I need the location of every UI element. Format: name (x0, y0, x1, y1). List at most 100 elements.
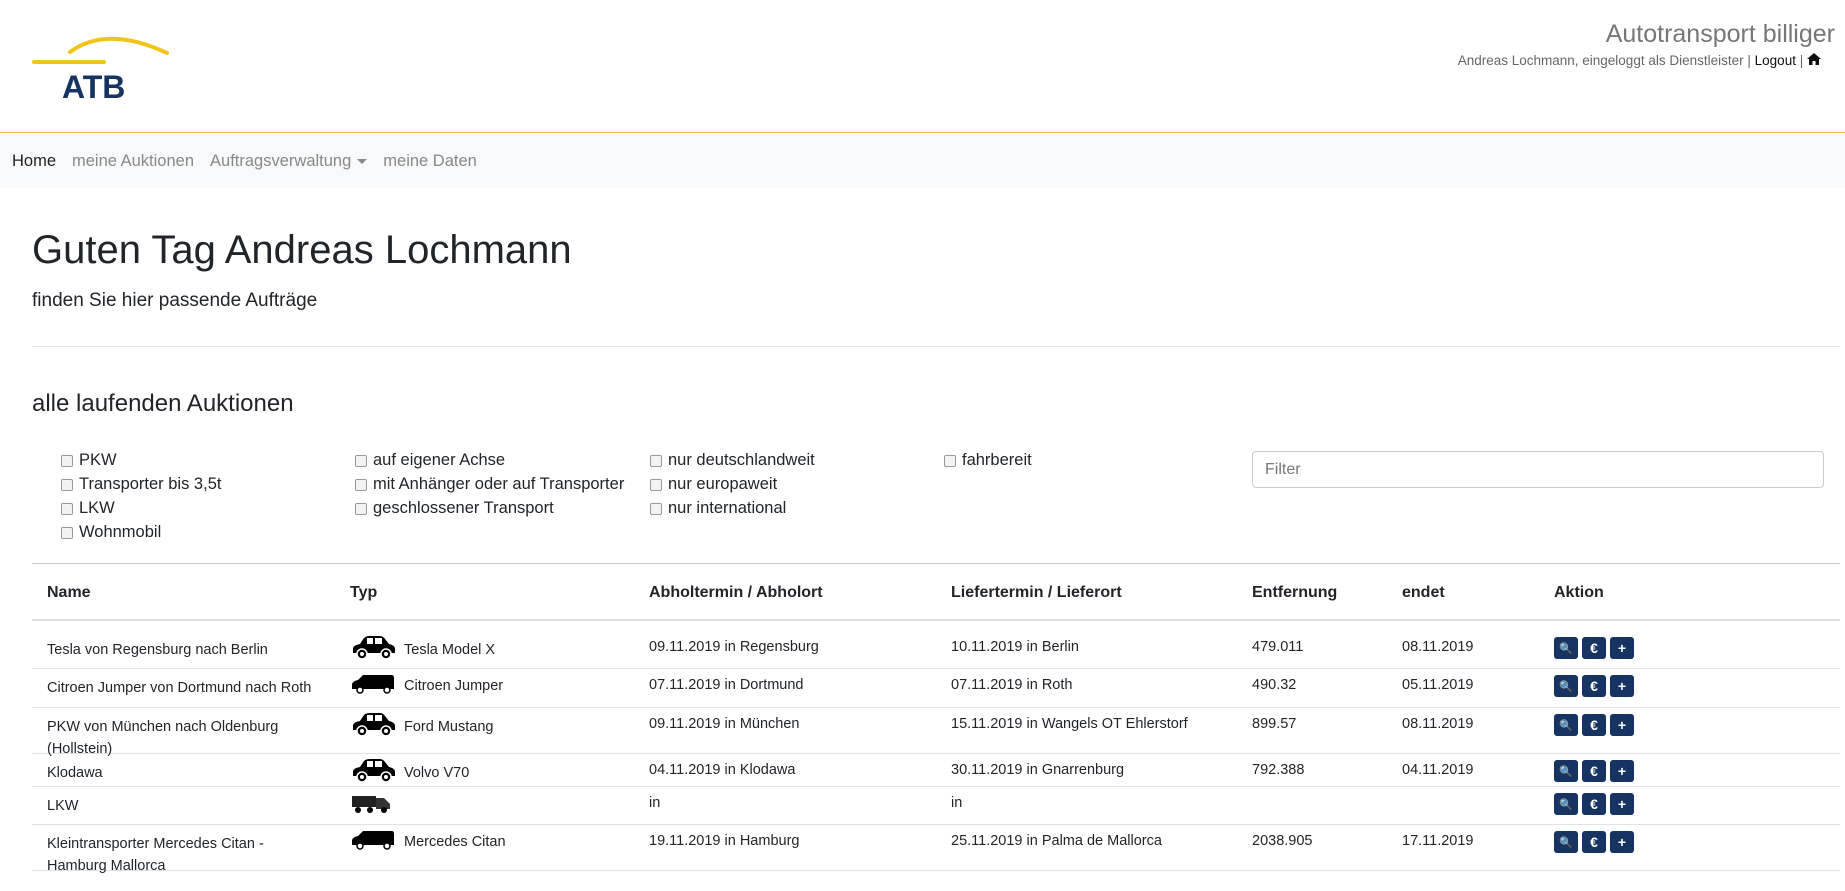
checkbox[interactable] (944, 454, 956, 467)
plus-button[interactable]: + (1610, 760, 1634, 782)
checkbox[interactable] (650, 454, 662, 467)
actions: 🔍 € + (1554, 793, 1634, 815)
checkbox[interactable] (355, 478, 367, 491)
delivery: 25.11.2019 in Palma de Mallorca (951, 833, 1162, 849)
filter-checkbox[interactable]: fahrbereit (944, 451, 1032, 470)
checkbox-label: LKW (79, 499, 115, 517)
checkbox-label: fahrbereit (962, 451, 1032, 469)
pickup: 04.11.2019 in Klodawa (649, 762, 796, 778)
table-row: Citroen Jumper von Dortmund nach Roth Ci… (32, 669, 1840, 708)
checkbox[interactable] (355, 502, 367, 515)
car-icon (350, 636, 404, 664)
euro-button[interactable]: € (1582, 714, 1606, 736)
checkbox[interactable] (650, 502, 662, 515)
section-title: alle laufenden Auktionen (32, 390, 294, 417)
checkbox-label: PKW (79, 451, 117, 469)
column-header[interactable]: Typ (350, 584, 378, 601)
filter-checkbox[interactable]: nur europaweit (650, 475, 777, 494)
column-header[interactable]: Liefertermin / Lieferort (951, 584, 1122, 601)
plus-icon: + (1617, 796, 1627, 812)
euro-icon: € (1590, 717, 1598, 733)
nav-meine-auktionen[interactable]: meine Auktionen (72, 151, 195, 170)
search-button[interactable]: 🔍 (1554, 793, 1578, 815)
auction-name[interactable]: Tesla von Regensburg nach Berlin (47, 642, 268, 658)
table-row: LKW in in 🔍 € + (32, 787, 1840, 825)
delivery: 15.11.2019 in Wangels OT Ehlerstorf (951, 716, 1188, 732)
table-row: Klodawa Volvo V70 04.11.2019 in Klodawa … (32, 754, 1840, 787)
plus-icon: + (1617, 640, 1627, 656)
auction-name[interactable]: PKW von München nach Oldenburg (Hollstei… (47, 719, 279, 757)
euro-button[interactable]: € (1582, 760, 1606, 782)
search-button[interactable]: 🔍 (1554, 675, 1578, 697)
header: ATB Autotransport billiger Andreas Lochm… (0, 0, 1845, 133)
checkbox-label: nur europaweit (668, 475, 778, 493)
checkbox[interactable] (61, 454, 73, 467)
checkbox[interactable] (61, 526, 73, 539)
checkbox-label: mit Anhänger oder auf Transporter (373, 475, 625, 493)
vehicle-type: Volvo V70 (350, 759, 469, 787)
checkbox-label: nur international (668, 499, 787, 517)
vehicle-type: Ford Mustang (350, 713, 493, 741)
euro-button[interactable]: € (1582, 675, 1606, 697)
column-header[interactable]: endet (1402, 584, 1445, 601)
column-header[interactable]: Entfernung (1252, 584, 1338, 601)
van-icon (350, 830, 404, 854)
checkbox-label: geschlossener Transport (373, 499, 554, 517)
auction-name[interactable]: LKW (47, 798, 79, 814)
checkbox[interactable] (650, 478, 662, 491)
van-icon (350, 674, 404, 698)
euro-button[interactable]: € (1582, 637, 1606, 659)
search-button[interactable]: 🔍 (1554, 714, 1578, 736)
filter-checkbox[interactable]: Transporter bis 3,5t (61, 475, 221, 494)
plus-button[interactable]: + (1610, 714, 1634, 736)
actions: 🔍 € + (1554, 714, 1634, 736)
end-date: 05.11.2019 (1402, 677, 1474, 693)
column-header[interactable]: Abholtermin / Abholort (649, 584, 823, 601)
nav-home[interactable]: Home (12, 151, 57, 170)
nav-auftragsverwaltung[interactable]: Auftragsverwaltung (210, 152, 368, 171)
atb-logo[interactable]: ATB (32, 25, 172, 105)
vehicle-type: Tesla Model X (350, 636, 495, 664)
auction-name[interactable]: Citroen Jumper von Dortmund nach Roth (47, 680, 312, 696)
filter-input[interactable] (1252, 451, 1824, 488)
column-header[interactable]: Name (47, 584, 91, 601)
search-button[interactable]: 🔍 (1554, 637, 1578, 659)
vehicle-model: Ford Mustang (404, 719, 494, 735)
filter-checkbox[interactable]: LKW (61, 499, 115, 518)
actions: 🔍 € + (1554, 831, 1634, 853)
filter-checkbox[interactable]: PKW (61, 451, 117, 470)
separator: | (1799, 53, 1804, 68)
filter-checkbox[interactable]: nur international (650, 499, 786, 518)
vehicle-model: Tesla Model X (404, 642, 496, 658)
filter-checkbox[interactable]: Wohnmobil (61, 523, 161, 542)
filter-checkbox[interactable]: mit Anhänger oder auf Transporter (355, 475, 624, 494)
plus-button[interactable]: + (1610, 793, 1634, 815)
filter-checkbox[interactable]: nur deutschlandweit (650, 451, 815, 470)
filter-checkbox[interactable]: auf eigener Achse (355, 451, 505, 470)
nav-meine-daten[interactable]: meine Daten (383, 151, 477, 170)
delivery: 07.11.2019 in Roth (951, 677, 1073, 693)
auction-name[interactable]: Kleintransporter Mercedes Citan - Hambur… (47, 836, 264, 874)
delivery: 10.11.2019 in Berlin (951, 639, 1079, 655)
filter-checkbox[interactable]: geschlossener Transport (355, 499, 554, 518)
plus-button[interactable]: + (1610, 637, 1634, 659)
checkbox[interactable] (61, 478, 73, 491)
end-date: 08.11.2019 (1402, 716, 1474, 732)
plus-button[interactable]: + (1610, 831, 1634, 853)
checkbox[interactable] (61, 502, 73, 515)
table-row: PKW von München nach Oldenburg (Hollstei… (32, 708, 1840, 757)
search-button[interactable]: 🔍 (1554, 831, 1578, 853)
euro-icon: € (1590, 678, 1598, 694)
auction-name[interactable]: Klodawa (47, 765, 103, 781)
user-info-text: Andreas Lochmann, eingeloggt als Dienstl… (1457, 53, 1744, 68)
euro-button[interactable]: € (1582, 793, 1606, 815)
plus-button[interactable]: + (1610, 675, 1634, 697)
euro-button[interactable]: € (1582, 831, 1606, 853)
actions: 🔍 € + (1554, 760, 1634, 782)
home-icon[interactable] (1807, 53, 1821, 68)
column-header[interactable]: Aktion (1554, 584, 1604, 601)
search-button[interactable]: 🔍 (1554, 760, 1578, 782)
search-icon: 🔍 (1559, 765, 1573, 778)
checkbox[interactable] (355, 454, 367, 467)
logout-link[interactable]: Logout (1754, 53, 1796, 68)
